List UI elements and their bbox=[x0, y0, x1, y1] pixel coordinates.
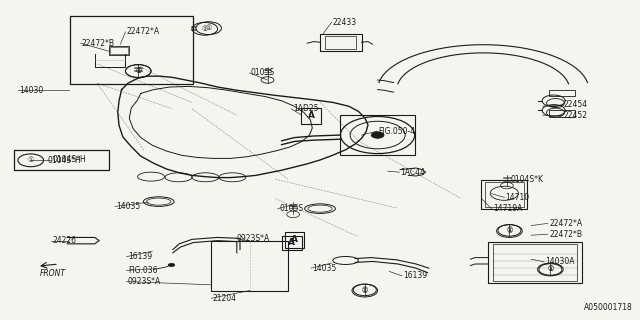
Text: 1AC44: 1AC44 bbox=[401, 168, 426, 177]
Bar bbox=[488, 242, 582, 283]
Text: ①: ① bbox=[362, 288, 368, 293]
Text: ①: ① bbox=[135, 68, 141, 74]
Text: 22472*A: 22472*A bbox=[549, 219, 582, 228]
Text: 14030: 14030 bbox=[19, 86, 44, 95]
Bar bbox=[320, 34, 362, 51]
Text: FIG.050-4: FIG.050-4 bbox=[378, 127, 415, 136]
Bar bbox=[493, 244, 577, 281]
Text: 14035: 14035 bbox=[116, 202, 141, 211]
Text: ①: ① bbox=[547, 267, 554, 272]
Text: A: A bbox=[308, 111, 314, 120]
Circle shape bbox=[371, 132, 384, 138]
Text: FRONT: FRONT bbox=[40, 269, 65, 278]
Bar bbox=[282, 236, 302, 250]
Text: 21204: 21204 bbox=[212, 294, 237, 303]
Text: 22454: 22454 bbox=[563, 100, 588, 109]
Text: ①: ① bbox=[135, 68, 141, 74]
Bar bbox=[14, 150, 109, 170]
Text: 0923S*A: 0923S*A bbox=[237, 234, 270, 243]
Text: 24226: 24226 bbox=[52, 236, 77, 245]
Bar bbox=[211, 241, 288, 291]
Bar bbox=[549, 110, 575, 117]
Text: A: A bbox=[289, 238, 295, 247]
Text: 0105S: 0105S bbox=[251, 68, 275, 77]
Bar bbox=[549, 90, 575, 96]
Bar bbox=[70, 16, 193, 84]
Text: ①: ① bbox=[202, 26, 208, 32]
Text: FIG.036: FIG.036 bbox=[128, 266, 157, 275]
Text: 0104S*H: 0104S*H bbox=[47, 156, 81, 165]
Text: 16139: 16139 bbox=[403, 271, 428, 280]
Text: 0104S*H: 0104S*H bbox=[52, 156, 86, 164]
Text: ①: ① bbox=[28, 157, 34, 163]
Bar bbox=[110, 47, 128, 54]
Text: A050001718: A050001718 bbox=[584, 303, 632, 312]
Text: 0923S*A: 0923S*A bbox=[128, 277, 161, 286]
Bar bbox=[485, 182, 524, 207]
Text: ①: ① bbox=[547, 267, 554, 272]
Bar bbox=[340, 115, 415, 155]
Text: 16139: 16139 bbox=[128, 252, 152, 261]
Circle shape bbox=[168, 263, 175, 267]
Text: 22472*A: 22472*A bbox=[127, 28, 160, 36]
Text: 0105S: 0105S bbox=[279, 204, 303, 213]
Text: ①: ① bbox=[506, 228, 513, 233]
Text: 14719A: 14719A bbox=[493, 204, 522, 213]
Bar bbox=[481, 180, 527, 209]
Text: ①: ① bbox=[205, 25, 212, 31]
Text: 14030A: 14030A bbox=[545, 257, 575, 266]
Text: ①: ① bbox=[362, 287, 368, 293]
Text: 14710: 14710 bbox=[506, 193, 530, 202]
Text: 1AD25: 1AD25 bbox=[293, 104, 319, 113]
Text: 22472*B: 22472*B bbox=[549, 230, 582, 239]
Text: 14035: 14035 bbox=[312, 264, 337, 273]
Text: A: A bbox=[291, 236, 298, 244]
Text: 0104S*K: 0104S*K bbox=[511, 175, 544, 184]
Bar bbox=[109, 46, 129, 55]
Bar bbox=[325, 36, 356, 49]
Bar bbox=[301, 108, 321, 124]
Bar bbox=[285, 232, 304, 248]
Text: 22452: 22452 bbox=[563, 111, 588, 120]
Text: 22472*B: 22472*B bbox=[82, 39, 115, 48]
Text: ①: ① bbox=[506, 228, 513, 234]
Text: 22433: 22433 bbox=[333, 18, 357, 27]
